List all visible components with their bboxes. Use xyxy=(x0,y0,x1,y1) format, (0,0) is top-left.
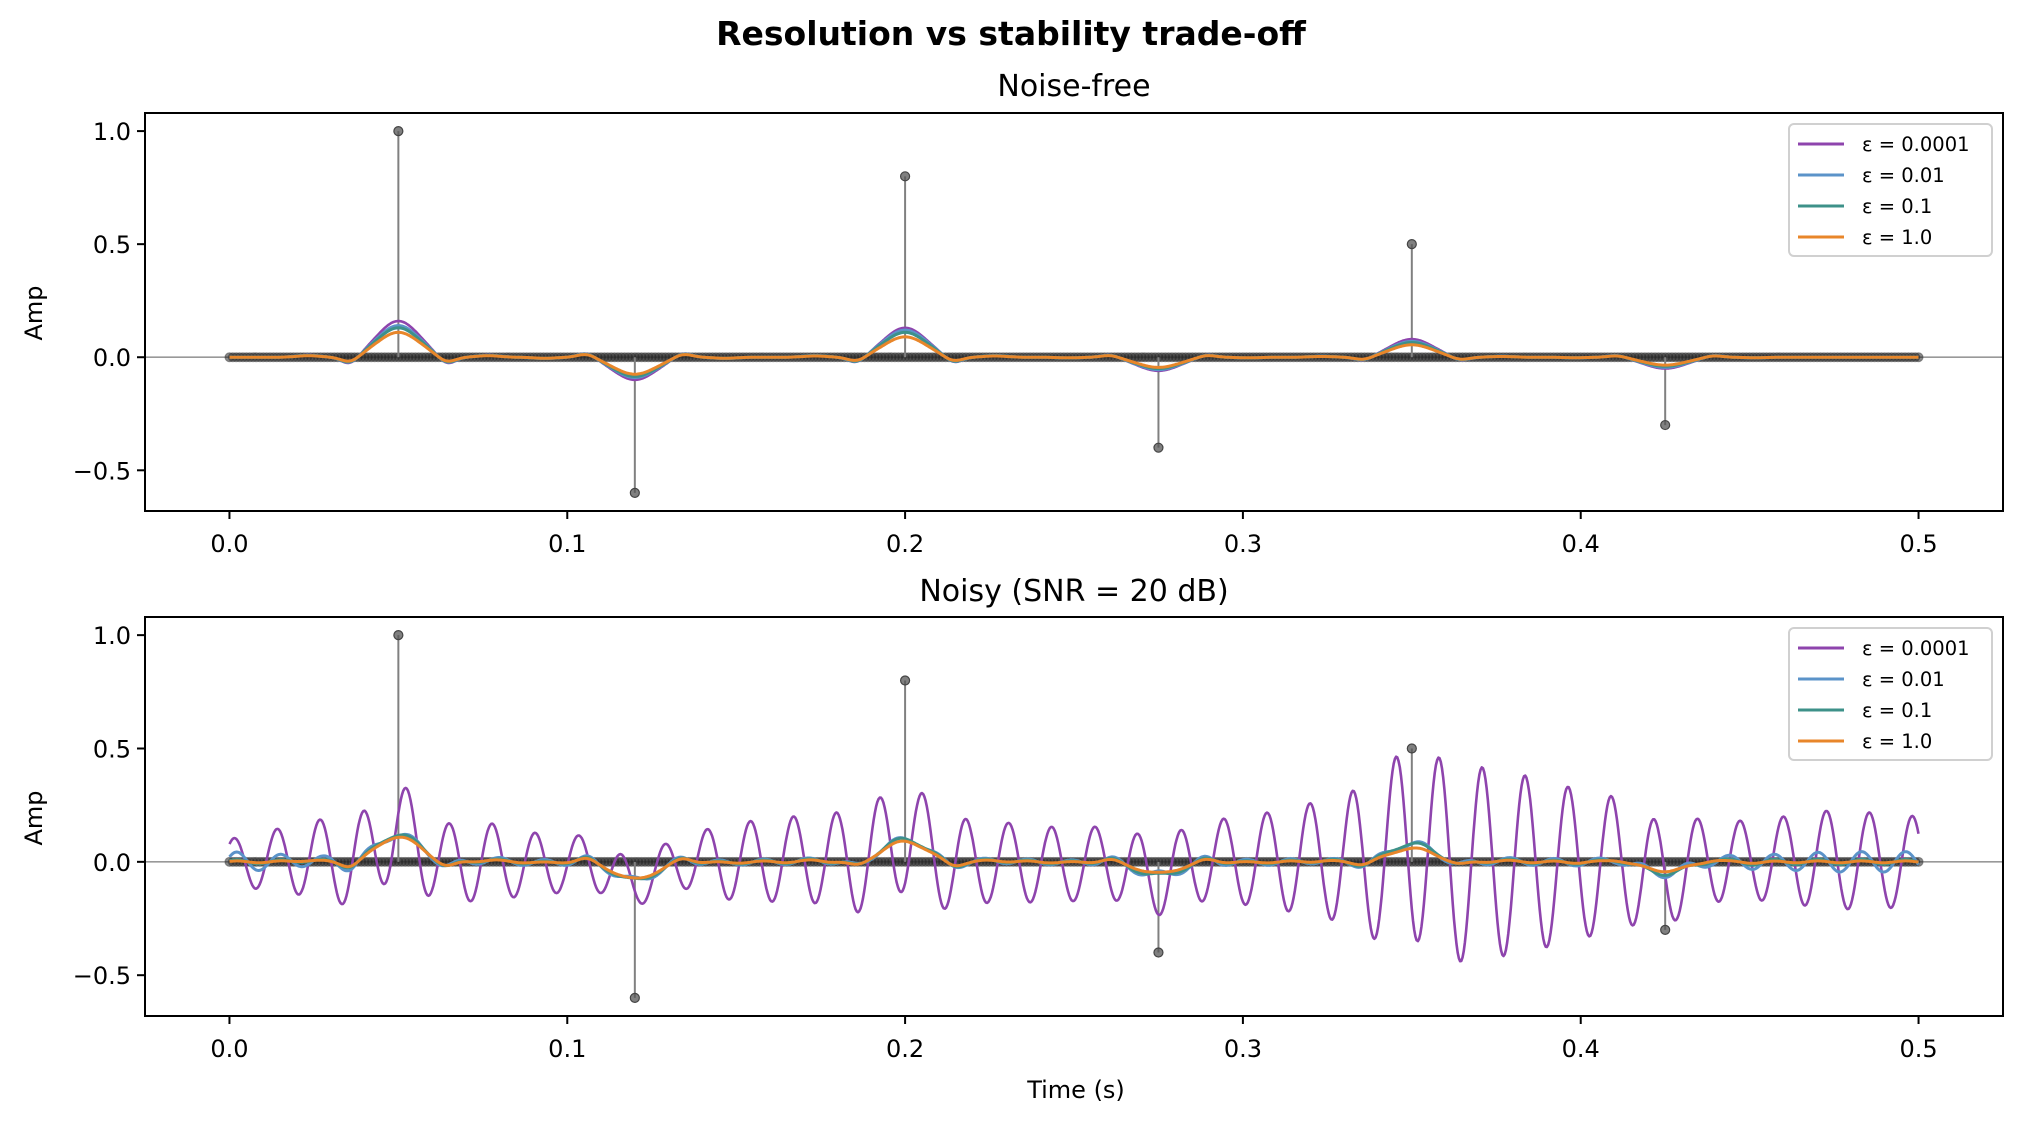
y-tick-label: 0.0 xyxy=(93,344,131,372)
x-tick-label: 0.5 xyxy=(1899,530,1937,558)
spike-marker xyxy=(1406,239,1417,250)
spike-marker xyxy=(393,630,404,641)
y-axis-label: Amp xyxy=(20,285,48,340)
legend-label: ε = 0.0001 xyxy=(1862,133,1970,156)
x-tick-label: 0.0 xyxy=(210,1035,248,1063)
y-tick-label: 0.5 xyxy=(93,735,131,763)
x-tick-label: 0.2 xyxy=(886,1035,924,1063)
plot-area xyxy=(145,125,2003,499)
x-tick-label: 0.5 xyxy=(1899,1035,1937,1063)
x-tick-label: 0.2 xyxy=(886,530,924,558)
y-tick-label: −0.5 xyxy=(73,962,131,990)
x-tick-label: 0.1 xyxy=(548,530,586,558)
x-tick-label: 0.4 xyxy=(1562,530,1600,558)
legend-label: ε = 1.0 xyxy=(1862,730,1932,753)
legend-label: ε = 0.01 xyxy=(1862,668,1945,691)
legend: ε = 0.0001 ε = 0.01 ε = 0.1 ε = 1.0 xyxy=(1788,123,1993,257)
x-tick-label: 0.3 xyxy=(1224,1035,1262,1063)
subplot-title: Noisy (SNR = 20 dB) xyxy=(919,574,1228,609)
plot-area xyxy=(145,630,2003,1003)
legend-box xyxy=(1788,627,1993,761)
y-tick-label: 1.0 xyxy=(93,118,131,146)
legend-label: ε = 0.1 xyxy=(1862,195,1932,218)
x-axis-label: Time (s) xyxy=(1026,1076,1125,1104)
spike-marker xyxy=(1660,924,1671,935)
axes-frame xyxy=(144,112,2004,512)
spike-marker xyxy=(1153,442,1164,453)
legend: ε = 0.0001 ε = 0.01 ε = 0.1 ε = 1.0 xyxy=(1788,627,1993,761)
subplot-noise-free: Noise-free Amp 0.0 0.1 0.2 0.3 0.4 0.5 −0.5 0.0… xyxy=(20,69,2004,558)
spike-marker xyxy=(1153,947,1164,958)
legend-box xyxy=(1788,123,1993,257)
y-tick-label: 1.0 xyxy=(93,622,131,650)
series-line-3 xyxy=(229,835,1919,880)
spike-marker xyxy=(393,125,404,137)
legend-label: ε = 1.0 xyxy=(1862,226,1932,249)
spike-marker xyxy=(899,675,911,686)
x-tick-label: 0.1 xyxy=(548,1035,586,1063)
x-tick-label: 0.4 xyxy=(1562,1035,1600,1063)
spike-marker xyxy=(899,171,911,182)
spike-marker xyxy=(629,487,640,499)
legend-label: ε = 0.0001 xyxy=(1862,637,1970,660)
spike-marker xyxy=(629,992,640,1003)
series-line-3 xyxy=(229,330,1919,376)
legend-label: ε = 0.01 xyxy=(1862,164,1945,187)
spike-marker xyxy=(1406,743,1417,754)
spike-marker xyxy=(1660,419,1671,431)
y-tick-label: 0.5 xyxy=(93,231,131,259)
x-tick-label: 0.0 xyxy=(210,530,248,558)
figure-title: Resolution vs stability trade-off xyxy=(716,14,1307,53)
subplot-noisy: Noisy (SNR = 20 dB) Amp Time (s) 0.0 0.1 0… xyxy=(20,574,2004,1104)
axes-frame xyxy=(144,616,2004,1017)
x-tick-label: 0.3 xyxy=(1224,530,1262,558)
y-tick-label: −0.5 xyxy=(73,457,131,485)
y-tick-label: 0.0 xyxy=(93,849,131,877)
subplot-title: Noise-free xyxy=(997,69,1150,104)
series-line-0 xyxy=(228,755,1920,963)
y-axis-label: Amp xyxy=(20,790,48,845)
legend-label: ε = 0.1 xyxy=(1862,699,1932,722)
